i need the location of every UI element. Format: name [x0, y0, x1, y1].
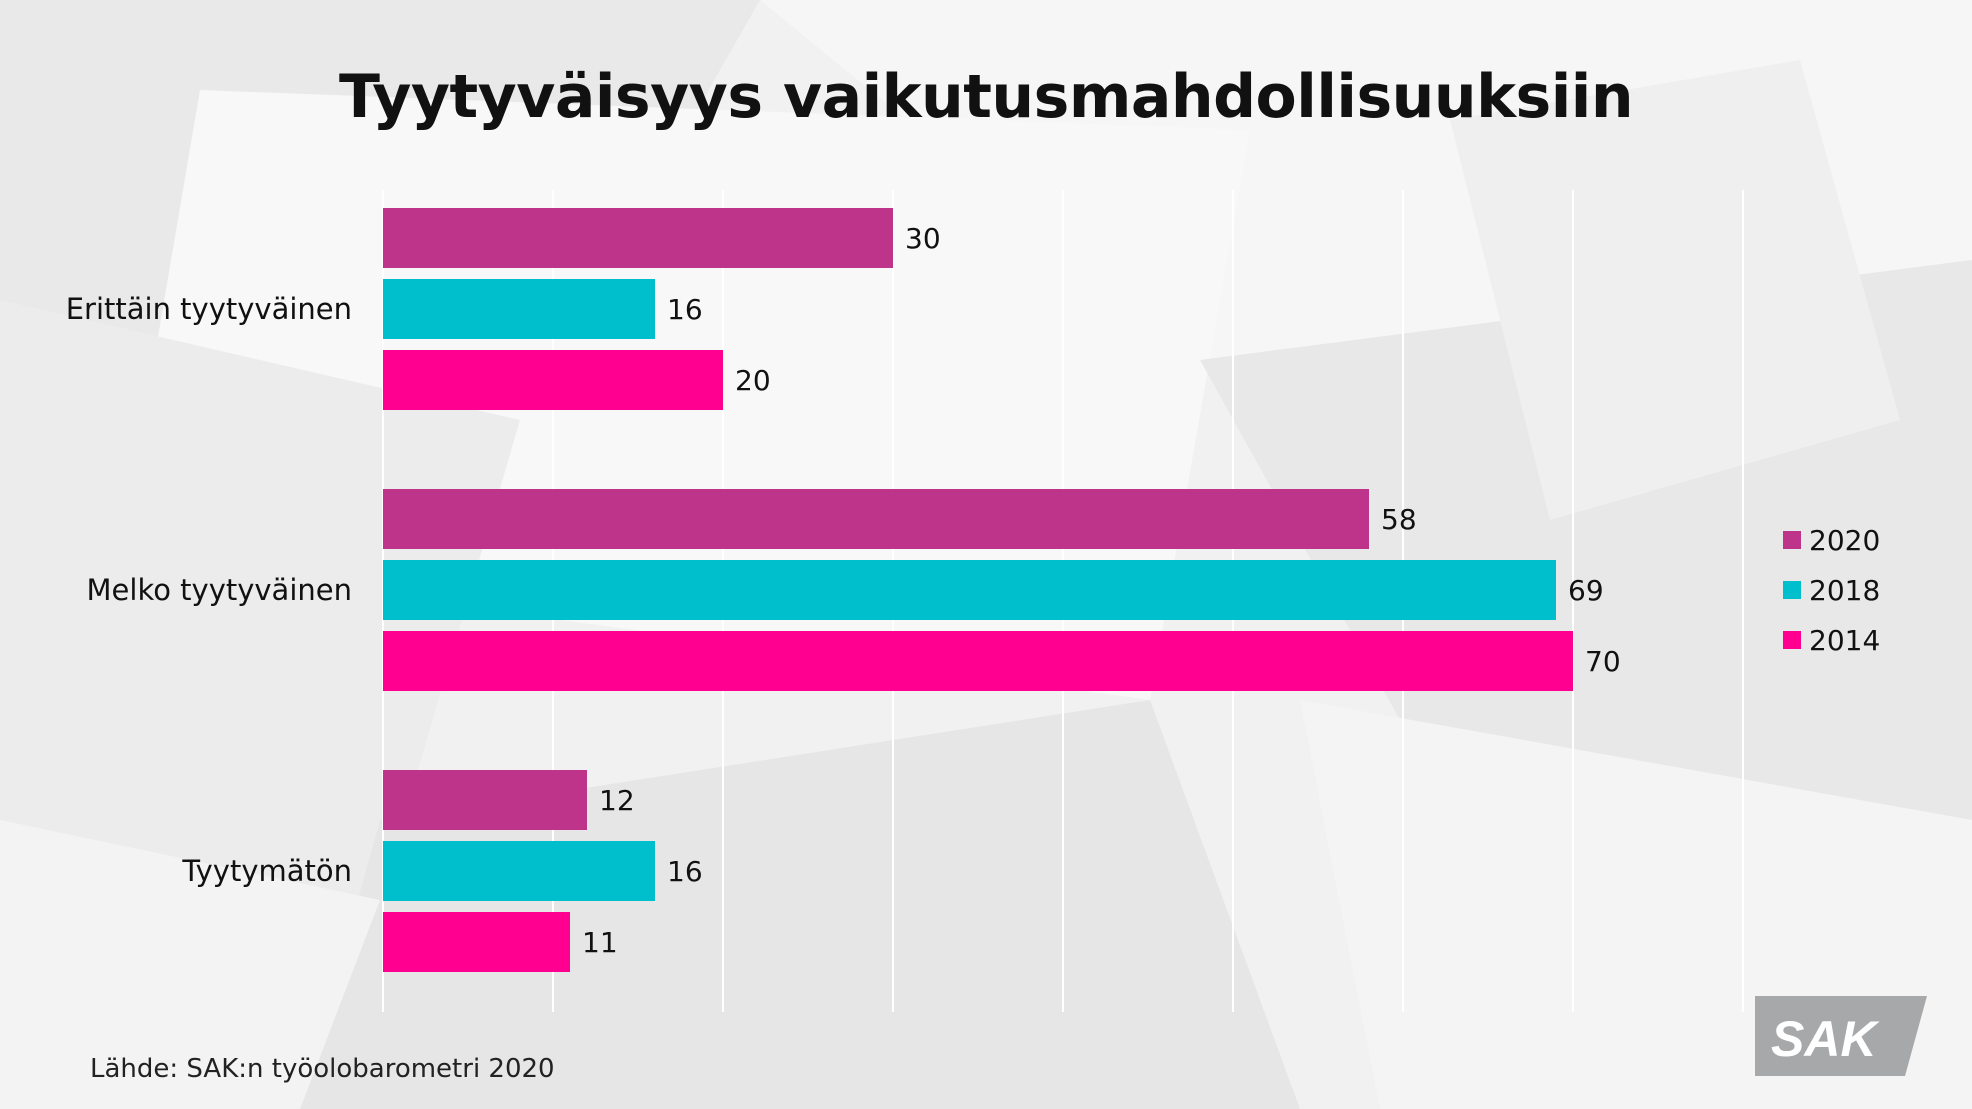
category-label: Melko tyytyväinen — [87, 573, 352, 607]
data-label: 69 — [1568, 574, 1604, 607]
data-label: 11 — [582, 926, 618, 959]
svg-text:SAK: SAK — [1771, 1011, 1880, 1067]
category-label: Tyytymätön — [181, 854, 352, 888]
legend-label: 2014 — [1809, 624, 1880, 657]
data-label: 20 — [735, 364, 771, 397]
category-label: Erittäin tyytyväinen — [66, 292, 352, 326]
bar-2014 — [383, 350, 723, 410]
bar-2018 — [383, 560, 1556, 620]
legend-swatch-2020 — [1783, 531, 1801, 549]
bar-2020 — [383, 770, 587, 830]
bar-2020 — [383, 208, 893, 268]
data-label: 70 — [1585, 645, 1621, 678]
legend-swatch-2018 — [1783, 581, 1801, 599]
data-label: 16 — [667, 293, 703, 326]
legend-label: 2018 — [1809, 574, 1880, 607]
legend-swatch-2014 — [1783, 631, 1801, 649]
sak-logo: SAK — [1755, 996, 1927, 1076]
data-label: 30 — [905, 222, 941, 255]
data-label: 58 — [1381, 503, 1417, 536]
bar-2020 — [383, 489, 1369, 549]
bar-2014 — [383, 912, 570, 972]
bar-2014 — [383, 631, 1573, 691]
bar-2018 — [383, 279, 655, 339]
data-label: 12 — [599, 784, 635, 817]
data-label: 16 — [667, 855, 703, 888]
chart-title: Tyytyväisyys vaikutusmahdollisuuksiin — [338, 62, 1634, 132]
bar-2018 — [383, 841, 655, 901]
legend-label: 2020 — [1809, 524, 1880, 557]
source-note: Lähde: SAK:n työolobarometri 2020 — [90, 1054, 555, 1084]
